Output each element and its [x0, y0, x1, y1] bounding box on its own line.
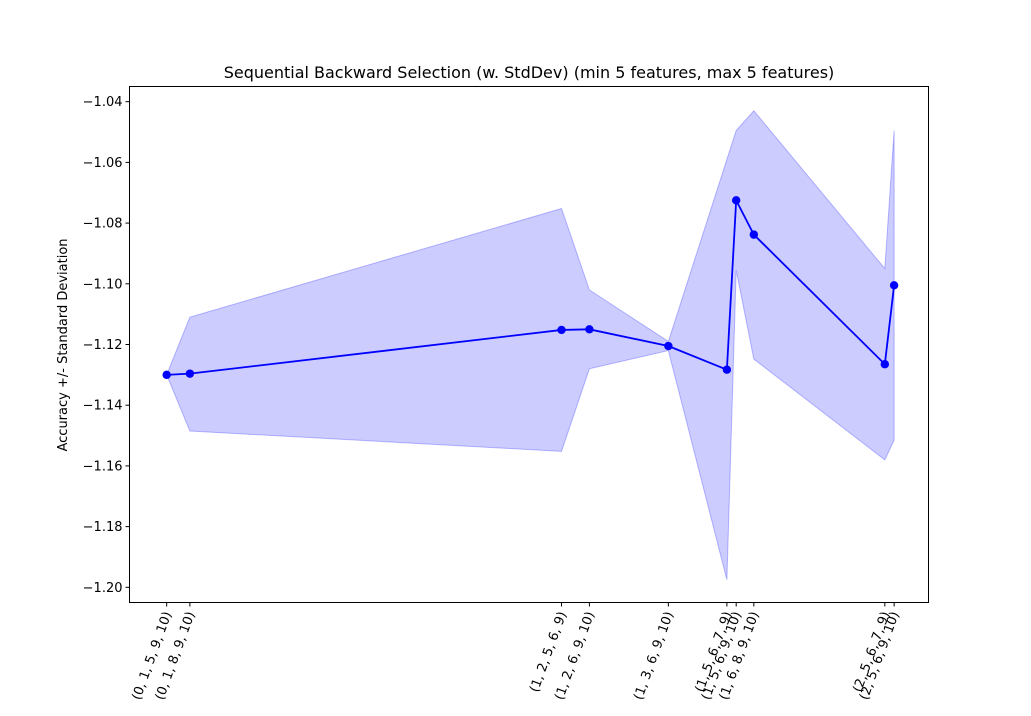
chart-title: Sequential Backward Selection (w. StdDev…: [224, 63, 835, 82]
data-point-9: [880, 360, 890, 369]
y-tick-label: −1.08: [83, 217, 123, 232]
data-point-3: [557, 325, 566, 335]
y-axis-label: Accuracy +/- Standard Deviation: [56, 238, 71, 451]
y-tick-label: −1.14: [83, 399, 123, 414]
data-point-6: [722, 365, 732, 374]
data-point-5: [664, 341, 673, 351]
accuracy-line: [166, 196, 896, 376]
data-point-8: [749, 230, 759, 239]
data-point-2: [185, 369, 195, 378]
y-tick-label: −1.18: [83, 520, 123, 535]
y-tick-label: −1.12: [83, 338, 123, 353]
y-tick-label: −1.06: [83, 156, 123, 171]
data-point-7: [731, 196, 741, 205]
y-tick-label: −1.10: [83, 277, 123, 292]
data-point-10: [889, 281, 899, 290]
plot-area: −1.04 −1.06 −1.08 −1.10 −1.12 −1.14 −1.16 −1.18…: [83, 86, 929, 702]
data-point-4: [585, 325, 594, 334]
y-tick-label: −1.16: [83, 459, 123, 474]
y-tick-label: −1.20: [83, 581, 123, 596]
data-point-1: [162, 370, 171, 380]
y-tick-label: −1.04: [83, 95, 123, 110]
